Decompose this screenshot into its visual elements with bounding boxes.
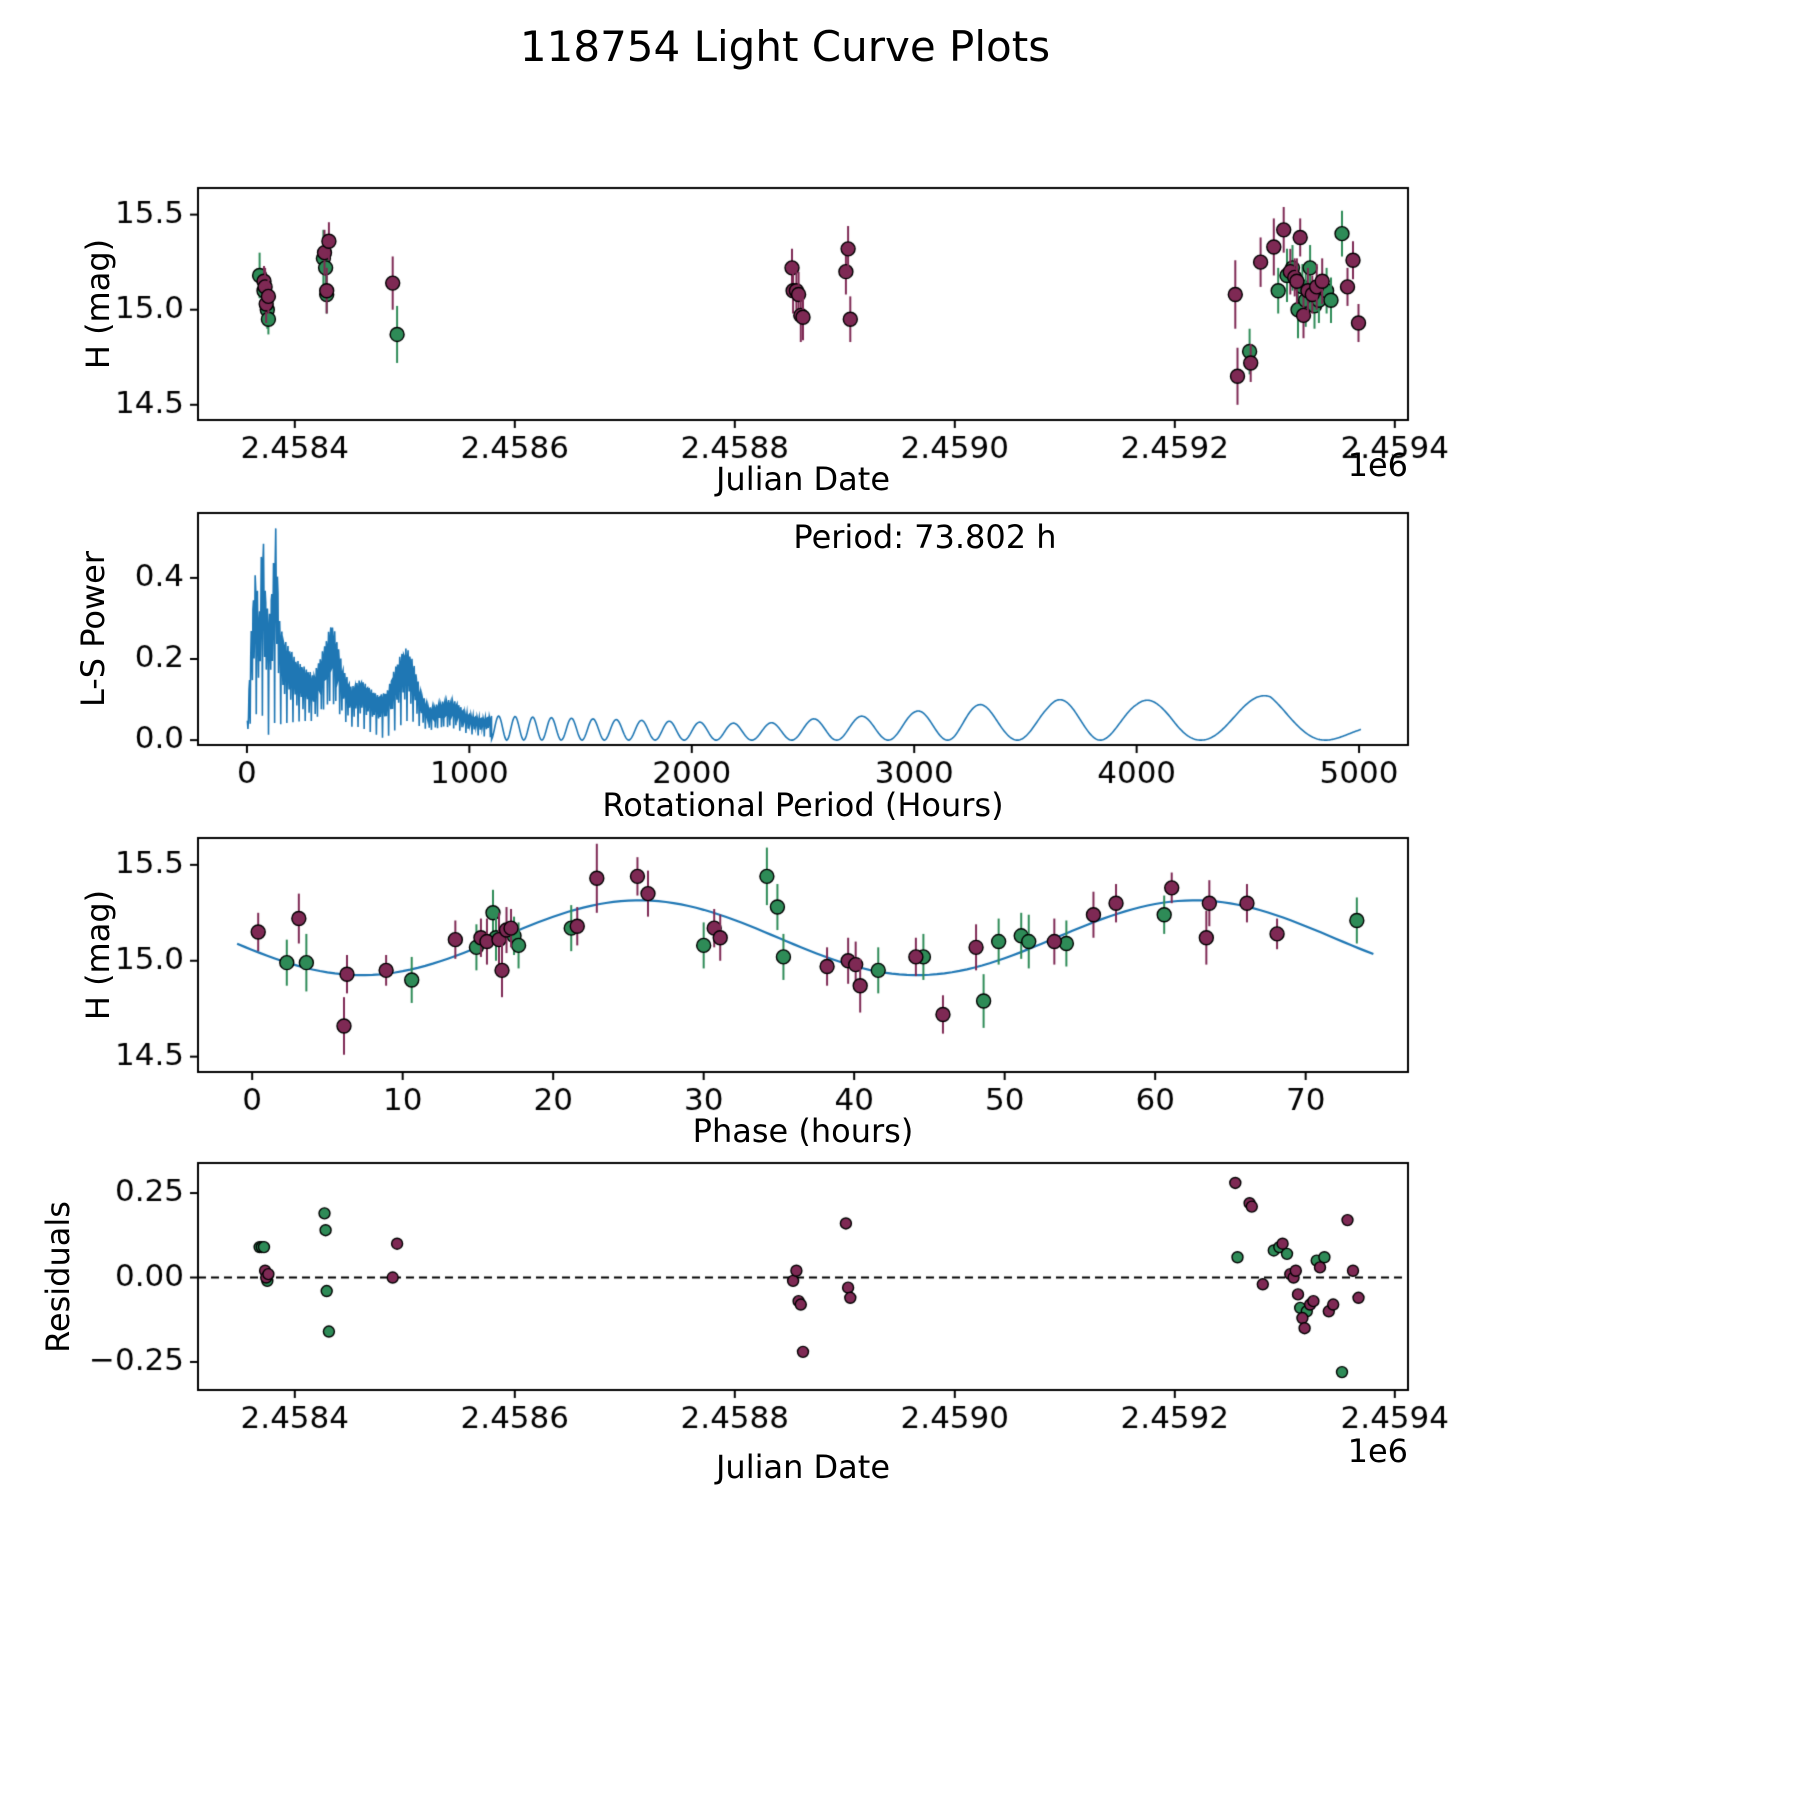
phase-plot-xlabel: Phase (hours) [692, 1112, 914, 1150]
phase-plot-ylabel: H (mag) [79, 889, 117, 1021]
jd-plot-ylabel: H (mag) [79, 238, 117, 370]
residuals-offset-text: 1e6 [1347, 1432, 1408, 1470]
period-annotation: Period: 73.802 h [793, 518, 1057, 556]
figure-title: 118754 Light Curve Plots [519, 22, 1051, 71]
residuals-ylabel: Residuals [39, 1201, 77, 1353]
jd-plot-offset-text: 1e6 [1347, 446, 1408, 484]
jd-plot-xlabel: Julian Date [715, 460, 891, 498]
periodogram-xlabel: Rotational Period (Hours) [602, 786, 1004, 824]
periodogram-ylabel: L-S Power [74, 550, 112, 708]
residuals-xlabel: Julian Date [715, 1448, 891, 1486]
